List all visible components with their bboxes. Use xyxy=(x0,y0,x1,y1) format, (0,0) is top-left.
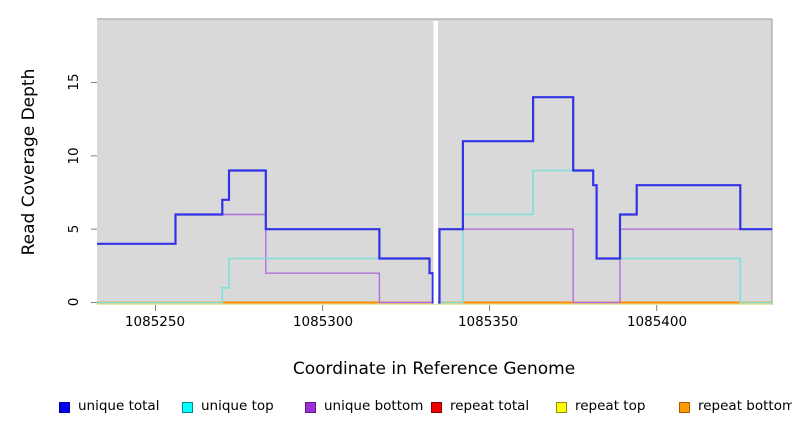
x-axis-title: Coordinate in Reference Genome xyxy=(292,359,576,379)
y-tick-label-5: 5 xyxy=(66,224,82,234)
unique-bottom-swatch-icon xyxy=(305,402,316,413)
repeat-total-swatch-icon xyxy=(431,402,442,413)
legend-label: repeat top xyxy=(575,398,646,414)
y-axis-title: Read Coverage Depth xyxy=(19,68,39,256)
no-data-gap-band xyxy=(433,21,439,304)
legend-label: unique total xyxy=(78,398,160,414)
repeat-bottom-swatch-icon xyxy=(679,402,690,413)
unique-total-swatch-icon xyxy=(59,402,70,413)
x-tick-label-1085300: 1085300 xyxy=(292,314,354,330)
repeat-top-swatch-icon xyxy=(556,402,567,413)
x-tick-label-1085400: 1085400 xyxy=(626,314,688,330)
legend-item-unique-top: unique top xyxy=(182,398,274,415)
series-line-unique-total xyxy=(97,96,772,304)
legend-label: repeat total xyxy=(450,398,530,414)
legend-label: repeat bottom xyxy=(698,398,792,414)
y-tick-label-15: 15 xyxy=(66,73,82,91)
x-tick-label-1085250: 1085250 xyxy=(124,314,186,330)
unique-top-swatch-icon xyxy=(182,402,193,413)
legend: unique total unique top unique bottom re… xyxy=(0,398,792,420)
legend-label: unique top xyxy=(201,398,274,414)
legend-item-repeat-top: repeat top xyxy=(556,398,645,415)
x-tick-label-1085350: 1085350 xyxy=(457,314,519,330)
y-tick-label-10: 10 xyxy=(66,147,82,165)
y-tick-label-0: 0 xyxy=(66,297,82,307)
legend-item-unique-bottom: unique bottom xyxy=(305,398,423,415)
legend-item-unique-total: unique total xyxy=(59,398,159,415)
legend-item-repeat-total: repeat total xyxy=(431,398,529,415)
legend-label: unique bottom xyxy=(324,398,424,414)
legend-item-repeat-bottom: repeat bottom xyxy=(679,398,792,415)
